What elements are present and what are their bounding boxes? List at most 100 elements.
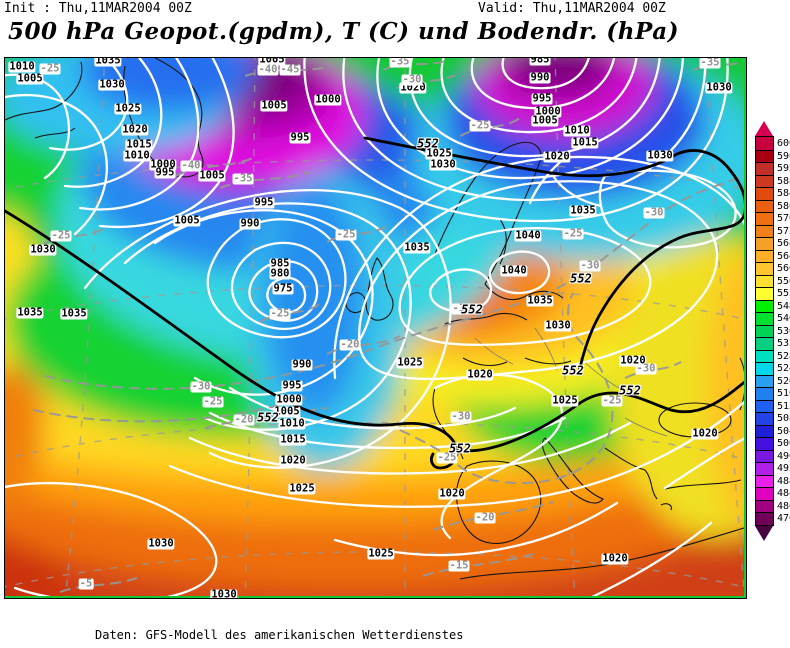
temperature-label: -40 <box>257 63 279 76</box>
geopotential-label: 552 <box>417 136 439 151</box>
colorbar-value: 500 <box>777 438 790 449</box>
pressure-label: 1030 <box>98 78 126 91</box>
geopotential-label: 552 <box>570 271 592 286</box>
colorbar-step: 480 <box>756 499 790 512</box>
temperature-label: -20 <box>474 511 496 524</box>
temperature-label: -30 <box>190 380 212 393</box>
pressure-label: 1025 <box>114 102 142 115</box>
colorbar-step: 492 <box>756 462 790 475</box>
pressure-label: 995 <box>531 92 553 105</box>
temperature-label: -40 <box>180 159 202 172</box>
temperature-label: -25 <box>601 394 623 407</box>
colorbar-step: 484 <box>756 487 790 500</box>
colorbar-value: 540 <box>777 313 790 324</box>
temperature-label: -25 <box>202 395 224 408</box>
pressure-label: 990 <box>291 358 313 371</box>
pressure-label: 1025 <box>367 547 395 560</box>
pressure-label: 1030 <box>147 537 175 550</box>
colorbar-value: 524 <box>777 363 790 374</box>
temperature-label: -25 <box>562 227 584 240</box>
pressure-label: 1005 <box>198 169 226 182</box>
pressure-label: 1000 <box>314 93 342 106</box>
colorbar-swatch <box>756 487 773 500</box>
credits: Daten: GFS-Modell des amerikanischen Wet… <box>95 600 463 648</box>
init-time-label: Init : Thu,11MAR2004 00Z <box>4 1 192 16</box>
temperature-label: -35 <box>232 172 254 185</box>
colorbar-value: 488 <box>777 475 790 487</box>
pressure-label: 985 <box>529 58 551 66</box>
country-borders <box>474 327 668 437</box>
pressure-label: 1025 <box>288 482 316 495</box>
colorbar-value: 600 <box>777 138 790 149</box>
pressure-label: 1005 <box>273 405 301 418</box>
colorbar-value: 484 <box>777 488 790 499</box>
colorbar-swatch <box>756 287 773 300</box>
height-colorbar: 6005965925885845805765725685645605565525… <box>755 121 790 541</box>
colorbar-step: 512 <box>756 399 790 412</box>
temperature-label: -20 <box>339 338 361 351</box>
colorbar-step: 596 <box>756 149 790 162</box>
pressure-label: 1010 <box>8 60 36 73</box>
temperature-label: -25 <box>50 229 72 242</box>
pressure-label: 1025 <box>551 394 579 407</box>
pressure-label: 1005 <box>258 58 286 66</box>
colorbar-step: 568 <box>756 237 790 250</box>
colorbar-step: 584 <box>756 187 790 200</box>
pressure-label: 1030 <box>29 243 57 256</box>
pressure-label: 1020 <box>399 81 427 94</box>
pressure-label: 980 <box>269 267 291 280</box>
temperature-label: -30 <box>401 73 423 86</box>
temperature-label: -25 <box>335 228 357 241</box>
pressure-label: 1035 <box>16 306 44 319</box>
colorbar-step: 576 <box>756 212 790 225</box>
pressure-label: 1030 <box>646 149 674 162</box>
pressure-label: 985 <box>269 257 291 270</box>
colorbar-swatch <box>756 387 773 400</box>
pressure-label: 1010 <box>563 124 591 137</box>
colorbar-step: 560 <box>756 262 790 275</box>
colorbar-value: 564 <box>777 250 790 262</box>
colorbar-swatch <box>756 187 773 200</box>
temperature-label: -30 <box>635 362 657 375</box>
colorbar-value: 560 <box>777 263 790 274</box>
colorbar-swatch <box>756 399 773 412</box>
colorbar-step: 536 <box>756 324 790 337</box>
colorbar-arrow-down <box>755 525 773 541</box>
colorbar-value: 584 <box>777 188 790 199</box>
colorbar-step: 496 <box>756 449 790 462</box>
colorbar-value: 504 <box>777 425 790 437</box>
colorbar-swatch <box>756 199 773 212</box>
colorbar-value: 592 <box>777 163 790 174</box>
colorbar-swatch <box>756 312 773 325</box>
colorbar-swatch <box>756 412 773 425</box>
colorbar-value: 520 <box>777 375 790 387</box>
temperature-label: -25 <box>269 307 291 320</box>
colorbar-step: 504 <box>756 424 790 437</box>
pressure-label: 1020 <box>619 354 647 367</box>
colorbar-step: 600 <box>756 137 790 150</box>
colorbar-swatch <box>756 337 773 350</box>
pressure-label: 1005 <box>531 114 559 127</box>
colorbar-step: 524 <box>756 362 790 375</box>
pressure-label: 1035 <box>569 204 597 217</box>
colorbar-swatch <box>756 324 773 337</box>
colorbar-value: 536 <box>777 325 790 337</box>
geopotential-label: 552 <box>461 302 483 317</box>
temperature-label: -45 <box>279 63 301 76</box>
colorbar-step: 516 <box>756 387 790 400</box>
valid-time-label: Valid: Thu,11MAR2004 00Z <box>478 1 666 16</box>
colorbar-swatch <box>756 362 773 375</box>
pressure-label: 1020 <box>466 368 494 381</box>
pressure-label: 1035 <box>60 307 88 320</box>
colorbar-step: 500 <box>756 437 790 450</box>
colorbar-value: 512 <box>777 400 790 412</box>
geopotential-label: 552 <box>257 410 279 425</box>
geopotential-label: 552 <box>619 383 641 398</box>
colorbar-step: 476 <box>756 512 790 525</box>
colorbar-value: 492 <box>777 463 790 474</box>
pressure-label: 990 <box>239 217 261 230</box>
colorbar-value: 576 <box>777 213 790 224</box>
colorbar-value: 580 <box>777 200 790 212</box>
colorbar-value: 528 <box>777 350 790 362</box>
pressure-label: 1020 <box>543 150 571 163</box>
